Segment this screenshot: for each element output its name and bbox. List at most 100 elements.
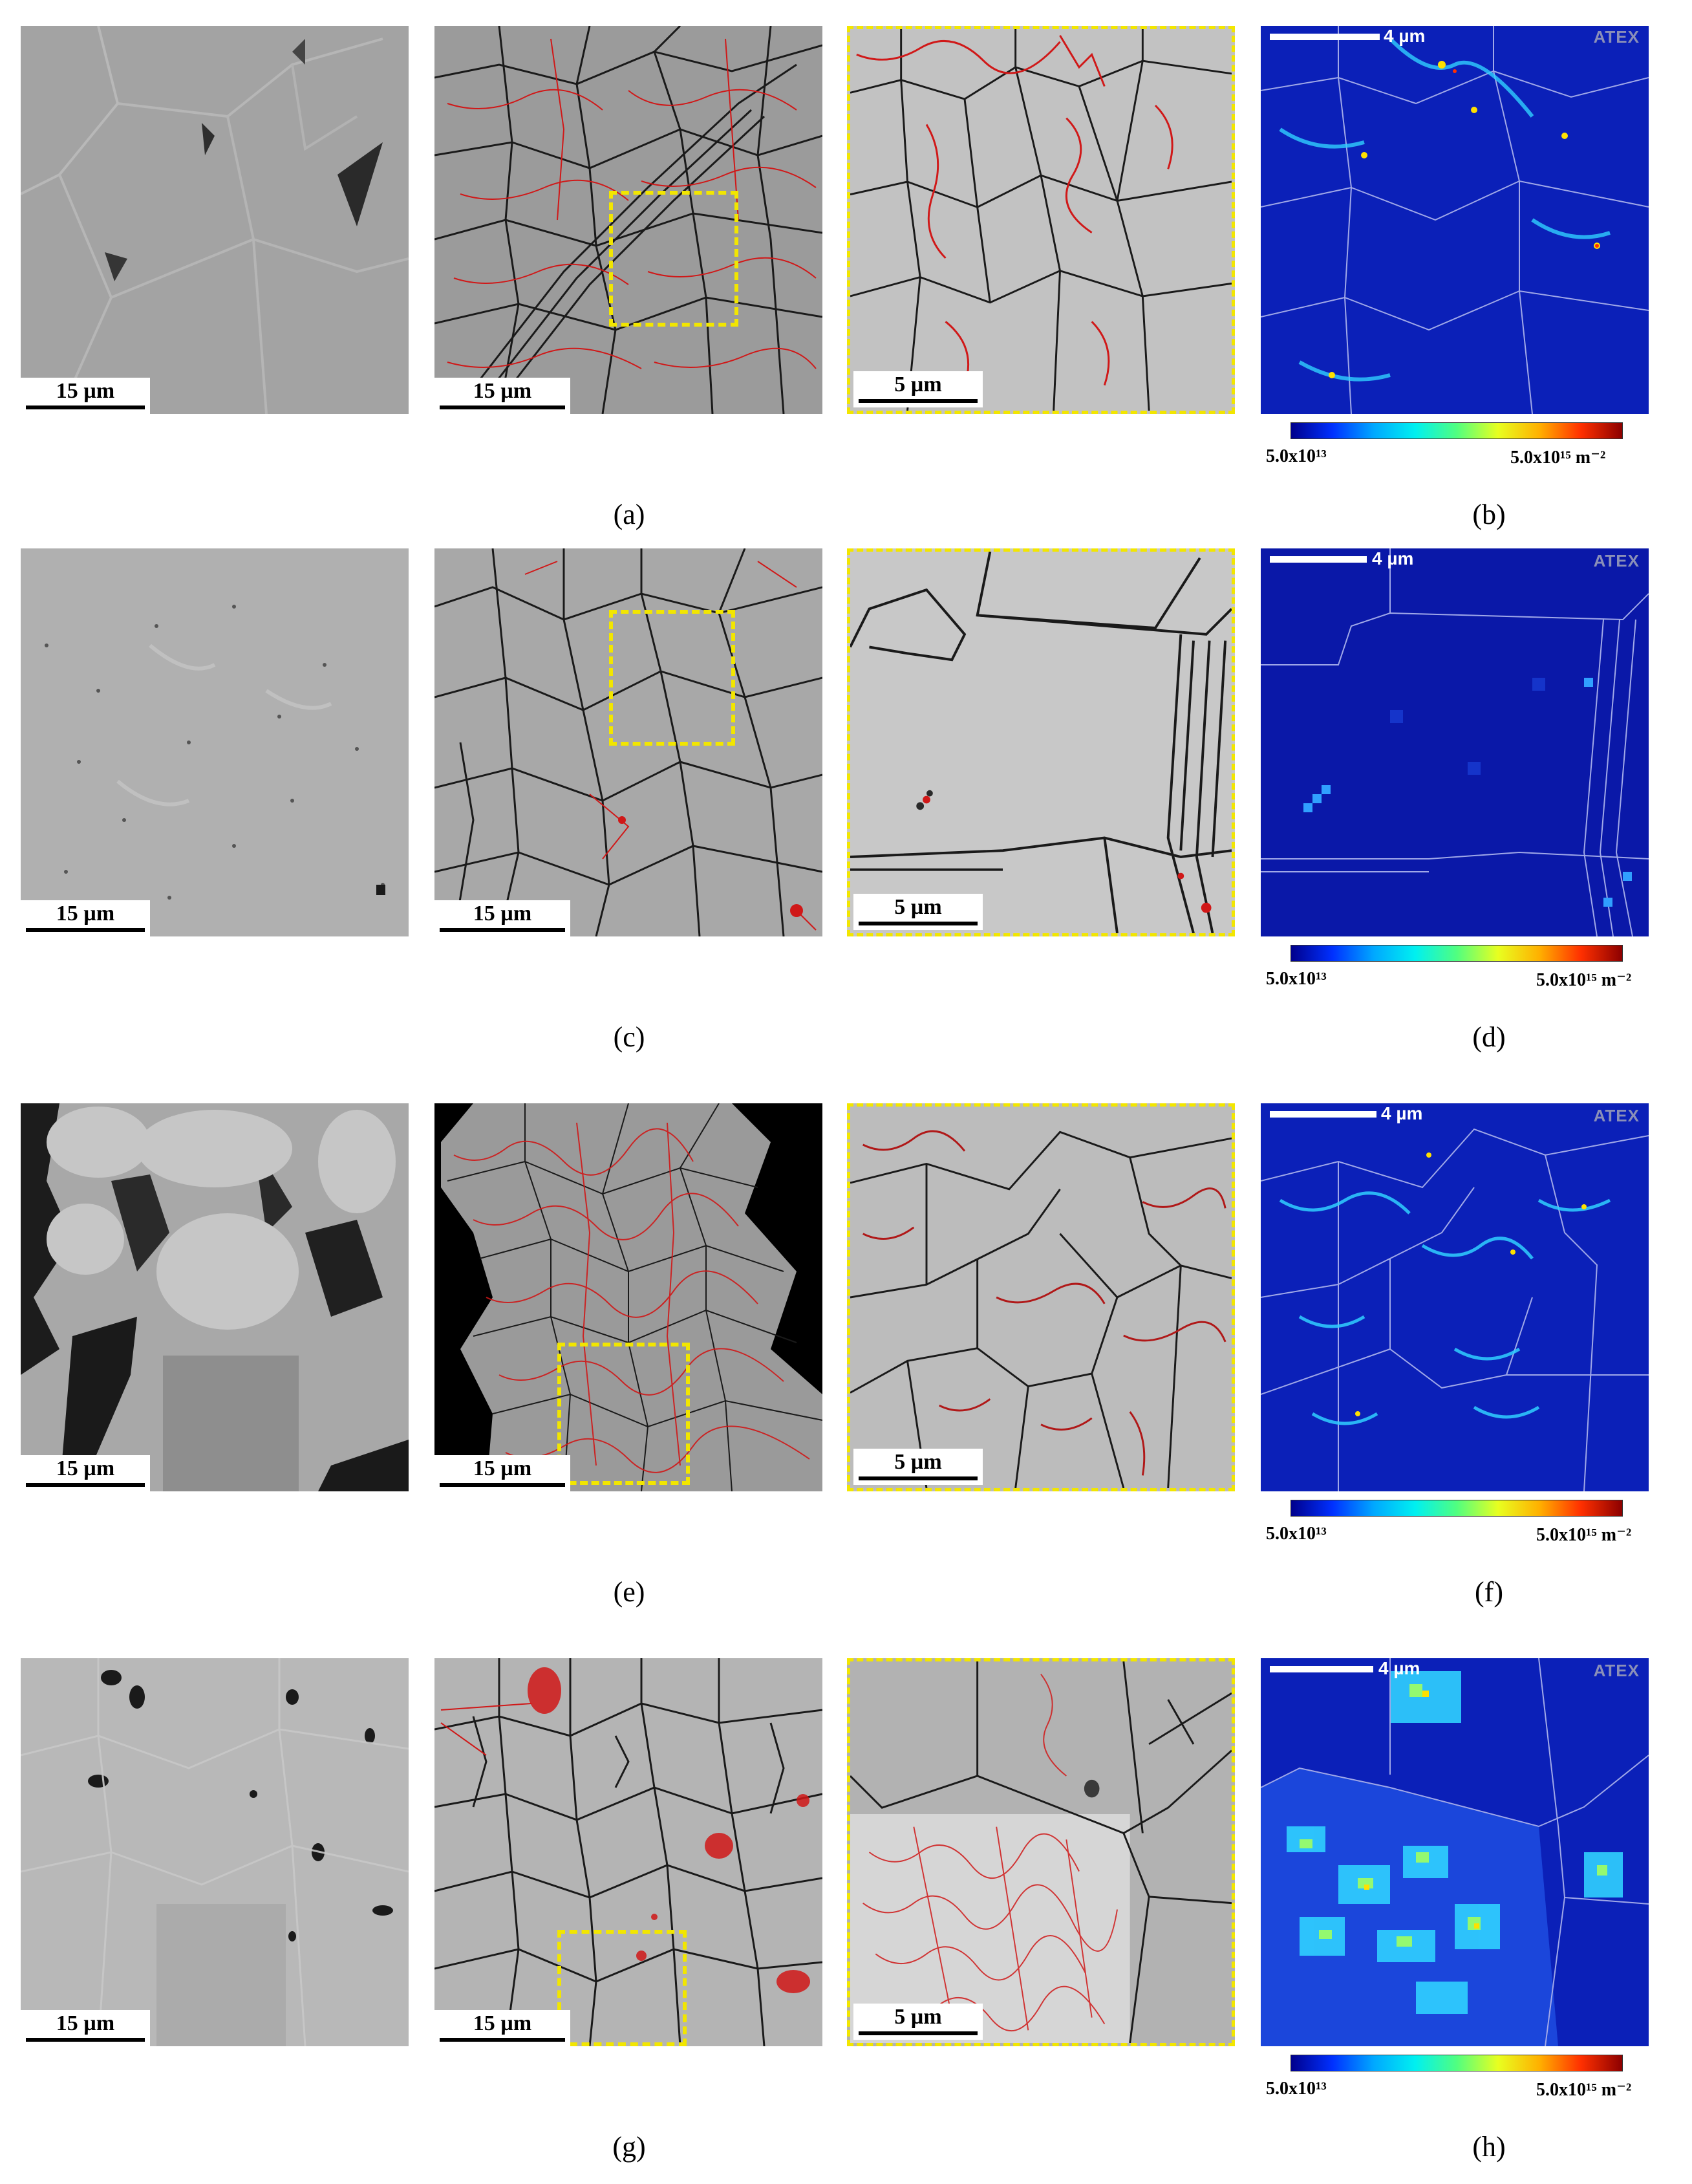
selection-box-e (557, 1343, 690, 1485)
colorbar-f (1290, 1500, 1623, 1517)
density-map-b-texture (1261, 26, 1649, 414)
scale-bar-sem-e: 15 µm (21, 1455, 150, 1491)
ebsd-map-a-boundaries (434, 26, 822, 414)
scale-label: 5 µm (894, 373, 942, 396)
colorbar-min-d: 5.0x10¹³ (1266, 969, 1327, 989)
density-map-b: 4 µm ATEX (1261, 26, 1649, 414)
scale-bar-zoom-a: 5 µm (853, 371, 983, 407)
atex-watermark-b: ATEX (1593, 27, 1640, 47)
atex-watermark-f: ATEX (1593, 1106, 1640, 1125)
zoom-map-g: 5 µm (847, 1658, 1235, 2046)
scale-line (440, 928, 565, 932)
scale-bar-ebsd-e: 15 µm (434, 1455, 570, 1491)
scale-label: 15 µm (473, 379, 532, 403)
zoom-map-g-boundaries (850, 1661, 1232, 2043)
caption-b: (b) (1472, 499, 1506, 530)
colorbar-h (1290, 2055, 1623, 2071)
scale-line (859, 1476, 978, 1480)
caption-a: (a) (613, 499, 645, 530)
scale-bar-sem-c: 15 µm (21, 900, 150, 936)
density-scale-label-f: 4 µm (1381, 1103, 1423, 1123)
ebsd-map-g: 15 µm (434, 1658, 822, 2046)
density-scale-bar-d (1270, 556, 1367, 563)
density-map-h-texture (1261, 1658, 1649, 2046)
selection-box-c (609, 610, 735, 746)
scale-line (26, 405, 145, 409)
density-scale-label-h: 4 µm (1378, 1658, 1420, 1678)
scale-bar-sem-g: 15 µm (21, 2010, 150, 2046)
caption-c: (c) (613, 1021, 645, 1053)
zoom-map-c-boundaries (850, 552, 1232, 933)
scale-bar-ebsd-c: 15 µm (434, 900, 570, 936)
density-map-d-texture (1261, 548, 1649, 936)
colorbar-min-f: 5.0x10¹³ (1266, 1524, 1327, 1544)
scale-line (26, 1483, 145, 1487)
scale-label: 15 µm (473, 2011, 532, 2035)
density-scale-bar-b (1270, 34, 1380, 40)
sem-image-g-texture (21, 1658, 409, 2046)
sem-image-c-texture (45, 605, 385, 900)
scale-line (26, 928, 145, 932)
colorbar-max-f: 5.0x10¹⁵ m⁻² (1536, 1525, 1632, 1545)
caption-e: (e) (613, 1576, 645, 1608)
sem-image-c: 15 µm (21, 548, 409, 936)
scale-line (859, 399, 978, 403)
scale-bar-ebsd-g: 15 µm (434, 2010, 570, 2046)
density-map-d: 4 µm ATEX (1261, 548, 1649, 936)
density-scale-label-d: 4 µm (1372, 548, 1414, 568)
scale-line (440, 1483, 565, 1487)
scale-label: 15 µm (56, 1456, 115, 1480)
selection-box-g (557, 1930, 687, 2046)
scale-line (440, 2038, 565, 2042)
scale-label: 5 µm (894, 1450, 942, 1474)
zoom-map-a: 5 µm (847, 26, 1235, 414)
ebsd-map-g-boundaries (434, 1658, 822, 2046)
sem-image-a-texture (21, 26, 409, 414)
scale-bar-zoom-g: 5 µm (853, 2004, 983, 2040)
scale-label: 5 µm (894, 895, 942, 919)
density-map-f: 4 µm ATEX (1261, 1103, 1649, 1491)
scale-bar-zoom-c: 5 µm (853, 894, 983, 930)
density-map-f-texture (1261, 1128, 1649, 1491)
atex-watermark-h: ATEX (1593, 1661, 1640, 1680)
scale-bar-sem-a: 15 µm (21, 378, 150, 414)
zoom-map-e-boundaries (850, 1130, 1232, 1488)
scale-label: 15 µm (56, 2011, 115, 2035)
caption-g: (g) (612, 2131, 646, 2163)
sem-image-e: 15 µm (21, 1103, 409, 1491)
scale-line (440, 405, 565, 409)
colorbar-max-b: 5.0x10¹⁵ m⁻² (1510, 448, 1606, 468)
selection-box-a (609, 191, 738, 327)
colorbar-max-h: 5.0x10¹⁵ m⁻² (1536, 2080, 1632, 2100)
scale-line (26, 2038, 145, 2042)
zoom-map-a-boundaries (850, 29, 1232, 411)
ebsd-map-c: 15 µm (434, 548, 822, 936)
caption-h: (h) (1472, 2131, 1506, 2163)
caption-f: (f) (1475, 1576, 1503, 1608)
ebsd-map-c-boundaries (434, 548, 822, 936)
scale-line (859, 2031, 978, 2035)
scale-bar-zoom-e: 5 µm (853, 1449, 983, 1485)
colorbar-d (1290, 945, 1623, 962)
scale-label: 15 µm (56, 902, 115, 925)
density-scale-bar-h (1270, 1666, 1373, 1672)
scale-label: 15 µm (473, 1456, 532, 1480)
scale-label: 5 µm (894, 2005, 942, 2029)
sem-image-e-texture (21, 1103, 409, 1491)
scale-label: 15 µm (473, 902, 532, 925)
ebsd-map-e: 15 µm (434, 1103, 822, 1491)
scale-label: 15 µm (56, 379, 115, 403)
scale-line (859, 922, 978, 925)
sem-image-g: 15 µm (21, 1658, 409, 2046)
caption-d: (d) (1472, 1021, 1506, 1053)
atex-watermark-d: ATEX (1593, 551, 1640, 570)
zoom-map-c: 5 µm (847, 548, 1235, 936)
colorbar-b (1290, 422, 1623, 439)
zoom-map-e: 5 µm (847, 1103, 1235, 1491)
colorbar-min-b: 5.0x10¹³ (1266, 446, 1327, 466)
colorbar-min-h: 5.0x10¹³ (1266, 2079, 1327, 2099)
colorbar-max-d: 5.0x10¹⁵ m⁻² (1536, 970, 1632, 990)
ebsd-map-a: 15 µm (434, 26, 822, 414)
sem-image-a: 15 µm (21, 26, 409, 414)
scale-bar-ebsd-a: 15 µm (434, 378, 570, 414)
